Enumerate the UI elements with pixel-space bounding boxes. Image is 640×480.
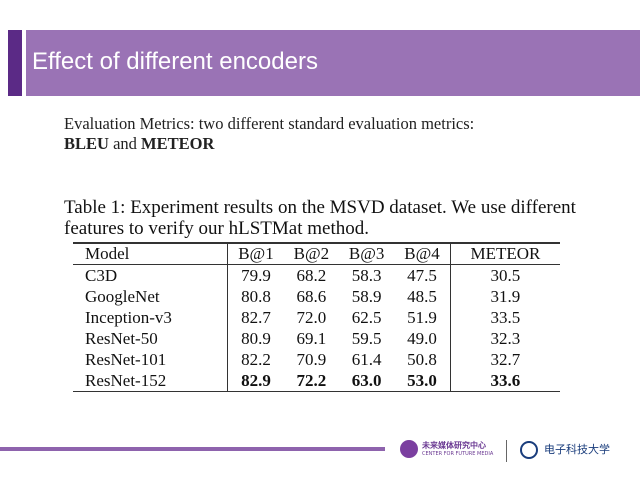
logo-text: 未来媒体研究中心	[422, 441, 486, 450]
table-cell: 32.3	[490, 329, 521, 348]
table-cell: 53.0	[394, 370, 451, 392]
table-row: C3D 79.9 68.2 58.3 47.5 30.5	[73, 264, 560, 286]
table-cell: 49.0	[394, 328, 451, 349]
column-header: B@1	[227, 243, 284, 265]
logo-icon	[400, 440, 418, 458]
column-header: B@3	[339, 243, 395, 265]
logo-future-media: 未来媒体研究中心 CENTER FOR FUTURE MEDIA	[400, 440, 494, 458]
table-cell: 33.5	[490, 308, 521, 327]
column-header: B@4	[394, 243, 451, 265]
logo-icon	[520, 441, 538, 459]
header-bar	[26, 30, 640, 96]
table-body: C3D 79.9 68.2 58.3 47.5 30.5 GoogleNet 80.8 68.6…	[73, 264, 560, 392]
table-cell: 30.5	[490, 266, 521, 285]
table-row: Inception-v3 82.7 72.0 62.5 51.9 33.5	[73, 307, 560, 328]
table-cell: C3D	[73, 264, 229, 286]
metric: METEOR	[141, 134, 215, 153]
table-cell: 58.3	[351, 266, 382, 285]
results-table: Model B@1 B@2 B@3 B@4 METEOR C3D 79.9 68.2 58.3 4…	[73, 242, 560, 392]
table-row: ResNet-50 80.9 69.1 59.5 49.0 32.3	[73, 328, 560, 349]
table-cell: 59.5	[351, 329, 382, 348]
table-cell: 68.6	[296, 287, 327, 306]
table-cell: 32.7	[490, 350, 521, 369]
table-row: ResNet-101 82.2 70.9 61.4 50.8 32.7	[73, 349, 560, 370]
table-cell: 47.5	[394, 264, 451, 286]
intro-line: Evaluation Metrics: two different standa…	[64, 114, 475, 133]
accent-bar	[8, 30, 22, 96]
logo-uestc: 电子科技大学	[520, 441, 610, 459]
table-cell: 33.6	[490, 371, 521, 390]
table-cell: 82.9	[241, 371, 271, 390]
table-cell: 31.9	[490, 287, 521, 306]
header-row: Model B@1 B@2 B@3 B@4 METEOR	[73, 243, 560, 265]
table-cell: 82.2	[241, 350, 271, 369]
table-cell: 72.2	[296, 371, 327, 390]
table-cell: ResNet-152	[73, 370, 229, 392]
logo-text: 电子科技大学	[544, 443, 610, 456]
table-cell: 62.5	[351, 308, 382, 327]
table-cell: 69.1	[296, 329, 327, 348]
table-cell: ResNet-50	[73, 328, 229, 349]
table-cell: 82.7	[241, 308, 271, 327]
table-cell: 70.9	[296, 350, 327, 369]
metric: BLEU	[64, 134, 109, 153]
table-cell: 63.0	[351, 371, 382, 390]
logo-text: CENTER FOR FUTURE MEDIA	[422, 451, 494, 457]
table-cell: 51.9	[394, 307, 451, 328]
connector: and	[113, 134, 137, 153]
intro-text: Evaluation Metrics: two different standa…	[64, 114, 474, 154]
separator	[506, 440, 507, 462]
column-header: METEOR	[450, 243, 560, 265]
table-cell: 48.5	[394, 286, 451, 307]
column-header: Model	[73, 243, 229, 265]
table-caption: Table 1: Experiment results on the MSVD …	[64, 197, 576, 239]
footer-line	[0, 447, 385, 451]
table-cell: 68.2	[296, 266, 327, 285]
table-cell: Inception-v3	[73, 307, 229, 328]
table-cell: 50.8	[394, 349, 451, 370]
table-cell: 80.9	[241, 329, 271, 348]
slide-title: Effect of different encoders	[32, 48, 318, 75]
table-cell: 61.4	[351, 350, 382, 369]
table-cell: 80.8	[241, 287, 271, 306]
table-cell: 79.9	[241, 266, 271, 285]
table-cell: 72.0	[296, 308, 327, 327]
table-cell: GoogleNet	[73, 286, 229, 307]
table-row: GoogleNet 80.8 68.6 58.9 48.5 31.9	[73, 286, 560, 307]
table-cell: 58.9	[351, 287, 382, 306]
table-row: ResNet-152 82.9 72.2 63.0 53.0 33.6	[73, 370, 560, 392]
column-header: B@2	[283, 243, 340, 265]
table-cell: ResNet-101	[73, 349, 229, 370]
